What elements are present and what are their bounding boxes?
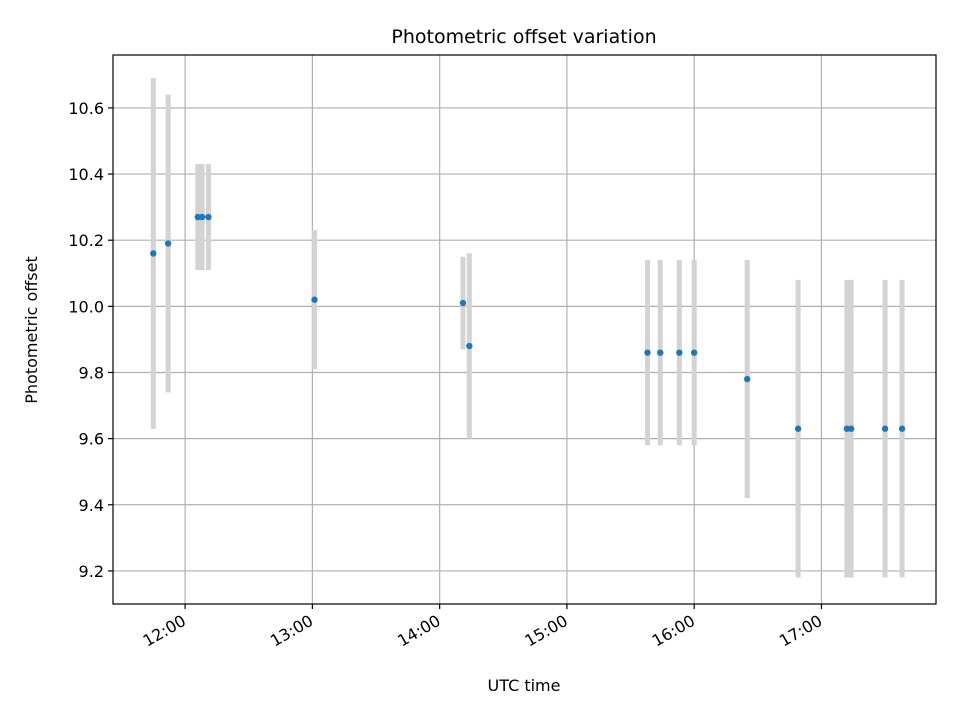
data-point xyxy=(676,349,683,356)
x-tick-label: 15:00 xyxy=(521,611,570,651)
data-point xyxy=(466,342,473,350)
y-tick-label: 10.0 xyxy=(68,297,104,316)
data-point xyxy=(657,349,664,356)
data-point xyxy=(198,213,206,221)
data-point xyxy=(847,425,855,432)
x-tick-label: 17:00 xyxy=(776,611,825,651)
error-bars xyxy=(150,78,905,578)
y-tick-label: 10.2 xyxy=(68,231,104,250)
x-tick-label: 13:00 xyxy=(267,611,316,651)
y-tick-label: 10.6 xyxy=(68,99,104,118)
y-axis-ticks: 9.2 9.4 9.6 9.8 10.0 10.2 10.4 10.6 xyxy=(68,99,113,581)
y-tick-label: 9.2 xyxy=(79,562,104,581)
data-point xyxy=(164,240,172,247)
y-axis-label: Photometric offset xyxy=(22,256,41,404)
grid-lines xyxy=(113,55,936,604)
x-tick-label: 12:00 xyxy=(140,611,189,651)
x-axis-ticks: 12:00 13:00 14:00 15:00 16:00 17:00 xyxy=(140,604,825,651)
data-point xyxy=(898,425,906,432)
data-point xyxy=(644,349,651,356)
y-tick-label: 9.6 xyxy=(79,430,104,449)
data-point xyxy=(690,349,698,356)
data-point xyxy=(744,375,751,383)
chart-title: Photometric offset variation xyxy=(391,26,656,48)
y-tick-label: 10.4 xyxy=(68,165,104,184)
x-tick-label: 16:00 xyxy=(649,611,698,651)
data-point xyxy=(311,296,318,303)
data-points xyxy=(150,213,906,432)
data-point xyxy=(205,213,212,221)
data-point xyxy=(794,425,802,432)
x-tick-label: 14:00 xyxy=(394,611,443,651)
data-point xyxy=(881,425,889,432)
y-tick-label: 9.8 xyxy=(79,363,104,382)
plot-frame xyxy=(112,54,937,605)
data-point xyxy=(459,299,467,307)
data-point xyxy=(150,250,157,257)
y-tick-label: 9.4 xyxy=(79,496,104,515)
x-axis-label: UTC time xyxy=(488,676,561,695)
